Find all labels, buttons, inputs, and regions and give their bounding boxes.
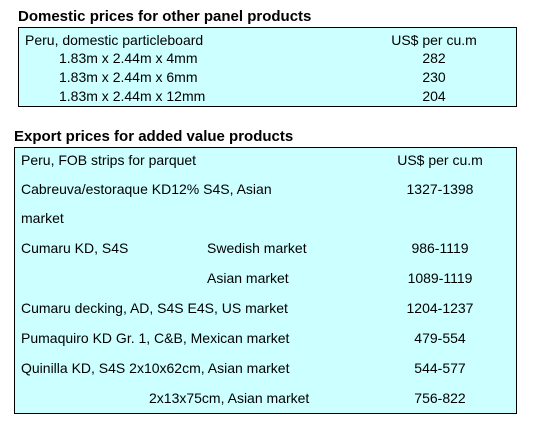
- export-title: Export prices for added value products: [14, 128, 294, 145]
- export-row-label: Quinilla KD, S4S 2x10x62cm, Asian market: [21, 360, 290, 376]
- export-row-label: Pumaquiro KD Gr. 1, C&B, Mexican market: [21, 330, 290, 346]
- domestic-header-label: Peru, domestic particleboard: [25, 32, 204, 48]
- export-table: Peru, FOB strips for parquet US$ per cu.…: [14, 147, 517, 414]
- domestic-row-price: 230: [422, 69, 446, 85]
- domestic-row-label: 1.83m x 2.44m x 6mm: [59, 69, 198, 85]
- domestic-row-label: 1.83m x 2.44m x 4mm: [59, 50, 198, 66]
- domestic-table: Peru, domestic particleboard US$ per cu.…: [18, 27, 517, 107]
- export-row-price: 544-577: [414, 360, 466, 376]
- export-header-unit: US$ per cu.m: [397, 152, 483, 168]
- export-row-label: Cumaru decking, AD, S4S E4S, US market: [21, 300, 288, 316]
- export-row-label: Cabreuva/estoraque KD12% S4S, Asian: [21, 181, 272, 197]
- export-row-price: 986-1119: [411, 240, 469, 256]
- export-row-price: 479-554: [414, 330, 466, 346]
- export-row-market: Swedish market: [207, 240, 307, 256]
- export-row-market: Asian market: [207, 270, 289, 286]
- export-row-price: 1089-1119: [407, 270, 473, 286]
- export-row-price: 1204-1237: [406, 300, 474, 316]
- export-row-label: 2x13x75cm, Asian market: [149, 390, 310, 406]
- domestic-title: Domestic prices for other panel products: [18, 8, 312, 25]
- domestic-row-price: 204: [422, 88, 446, 104]
- domestic-header-unit: US$ per cu.m: [391, 32, 477, 48]
- export-row-label-cont: market: [21, 210, 64, 226]
- export-row-price: 1327-1398: [406, 181, 474, 197]
- export-row-label: Cumaru KD, S4S: [21, 240, 129, 256]
- domestic-row-label: 1.83m x 2.44m x 12mm: [59, 88, 206, 104]
- export-row-price: 756-822: [414, 390, 466, 406]
- export-header-label: Peru, FOB strips for parquet: [21, 152, 197, 168]
- domestic-row-price: 282: [422, 50, 446, 66]
